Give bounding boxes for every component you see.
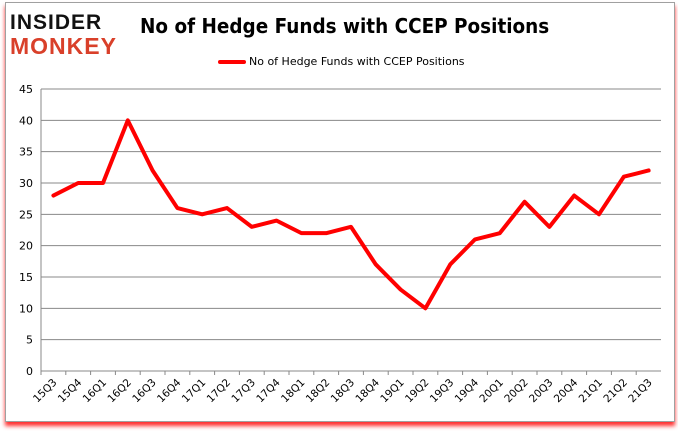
x-tick-label: 16Q1 bbox=[81, 377, 110, 406]
y-tick-label: 25 bbox=[19, 208, 33, 221]
y-tick-label: 20 bbox=[19, 240, 33, 253]
x-tick-label: 16Q3 bbox=[130, 377, 159, 406]
x-tick-label: 19Q3 bbox=[428, 377, 457, 406]
y-tick-label: 0 bbox=[26, 365, 33, 378]
x-tick-label: 15Q3 bbox=[31, 377, 60, 406]
x-tick-label: 16Q4 bbox=[155, 376, 184, 405]
x-tick-label: 19Q2 bbox=[403, 377, 432, 406]
x-tick-label: 19Q4 bbox=[453, 376, 482, 405]
x-tick-label: 18Q4 bbox=[353, 376, 382, 405]
x-tick-label: 17Q4 bbox=[254, 376, 283, 405]
chart-title: No of Hedge Funds with CCEP Positions bbox=[140, 14, 550, 38]
x-tick-label: 21Q1 bbox=[577, 377, 606, 406]
x-tick-label: 20Q2 bbox=[502, 377, 531, 406]
x-tick-label: 18Q3 bbox=[329, 377, 358, 406]
x-tick-label: 20Q1 bbox=[477, 377, 506, 406]
y-tick-label: 5 bbox=[26, 334, 33, 347]
x-tick-label: 17Q1 bbox=[180, 377, 209, 406]
legend: No of Hedge Funds with CCEP Positions bbox=[218, 55, 465, 68]
y-tick-label: 40 bbox=[19, 114, 33, 127]
y-tick-label: 15 bbox=[19, 271, 33, 284]
y-tick-label: 35 bbox=[19, 146, 33, 159]
legend-label: No of Hedge Funds with CCEP Positions bbox=[249, 55, 465, 68]
insider-monkey-logo: INSIDER MONKEY bbox=[10, 11, 117, 59]
x-tick-label: 18Q2 bbox=[304, 377, 333, 406]
y-tick-label: 30 bbox=[19, 177, 33, 190]
x-tick-label: 20Q3 bbox=[527, 377, 556, 406]
x-tick-label: 19Q1 bbox=[378, 377, 407, 406]
legend-swatch bbox=[218, 59, 246, 64]
x-tick-label: 18Q1 bbox=[279, 377, 308, 406]
x-tick-label: 16Q2 bbox=[105, 377, 134, 406]
x-tick-label: 17Q2 bbox=[205, 377, 234, 406]
y-tick-label: 10 bbox=[19, 302, 33, 315]
x-tick-label: 21Q3 bbox=[626, 377, 655, 406]
x-tick-label: 15Q4 bbox=[56, 376, 85, 405]
y-tick-label: 45 bbox=[19, 83, 33, 96]
x-tick-label: 20Q4 bbox=[552, 376, 581, 405]
x-tick-label: 21Q2 bbox=[601, 377, 630, 406]
x-tick-label: 17Q3 bbox=[229, 377, 258, 406]
